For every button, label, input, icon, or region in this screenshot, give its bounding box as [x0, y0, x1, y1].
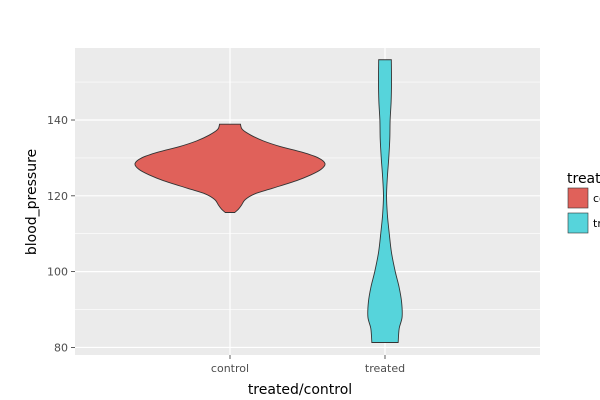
plot-panel — [75, 48, 540, 355]
y-axis: 80 100 120 140 — [47, 114, 75, 354]
violins — [134, 59, 403, 343]
x-tick-label-treated: treated — [365, 362, 405, 375]
legend-label-treated: treated — [593, 217, 600, 230]
y-tick-label: 140 — [47, 114, 68, 127]
legend-label-control: control — [593, 192, 600, 205]
legend: treated/control control treated — [567, 171, 600, 234]
x-tick-label-control: control — [211, 362, 249, 375]
y-tick-label: 80 — [54, 341, 68, 354]
y-axis-title: blood_pressure — [24, 149, 40, 255]
x-axis-title: treated/control — [248, 382, 352, 398]
legend-title: treated/control — [567, 171, 600, 187]
violin-treated — [367, 59, 403, 343]
y-tick-label: 120 — [47, 190, 68, 203]
legend-swatch-treated — [567, 212, 589, 234]
y-tick-label: 100 — [47, 266, 68, 279]
legend-swatch-control — [567, 187, 589, 209]
x-axis: control treated — [211, 355, 405, 375]
violin-control — [134, 123, 326, 213]
